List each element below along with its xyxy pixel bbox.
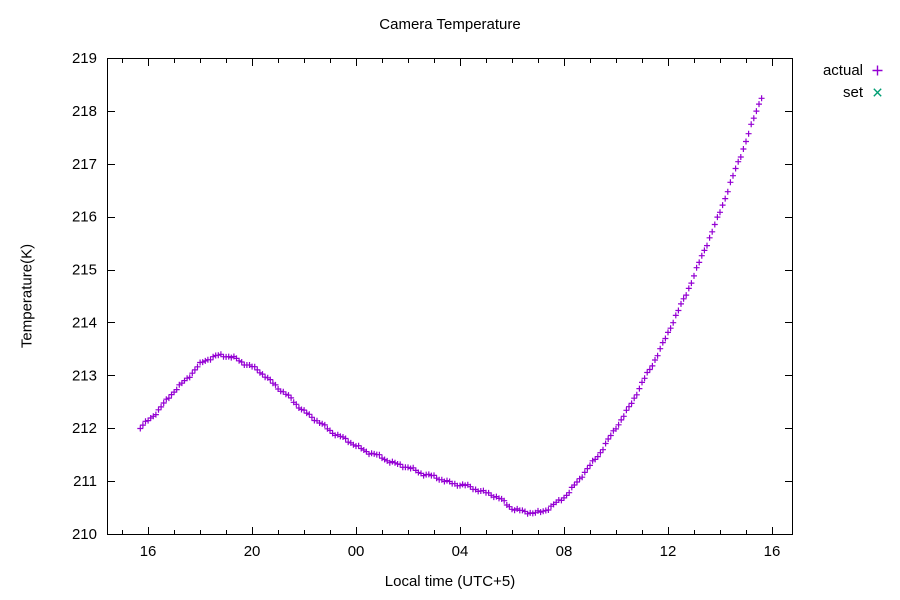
plus-marker-icon (872, 65, 883, 76)
y-tick-label: 212 (72, 420, 97, 437)
legend-item-actual: actual (823, 62, 884, 79)
x-tick-label: 04 (452, 543, 469, 560)
y-tick-label: 211 (73, 473, 97, 490)
x-tick-label: 20 (244, 543, 261, 560)
legend-label-actual: actual (822, 62, 863, 79)
axis-ticks (108, 58, 792, 535)
x-marker-icon (873, 88, 882, 97)
actual-series (137, 95, 765, 517)
plot-border (107, 58, 793, 535)
legend-label-set: set (842, 84, 863, 101)
legend: actual set (823, 62, 884, 101)
y-tick-label: 216 (72, 209, 97, 226)
y-tick-label: 210 (72, 526, 97, 543)
x-tick-label: 16 (764, 543, 781, 560)
x-tick-label: 12 (660, 543, 677, 560)
legend-item-set: set (843, 84, 884, 101)
y-tick-label: 215 (72, 262, 97, 279)
x-axis-title: Local time (UTC+5) (384, 573, 516, 590)
y-tick-label: 219 (72, 50, 97, 67)
y-tick-label: 217 (72, 156, 97, 173)
x-tick-label: 08 (556, 543, 573, 560)
x-tick-label: 16 (140, 543, 157, 560)
y-tick-label: 213 (72, 367, 97, 384)
y-tick-label: 214 (72, 314, 97, 331)
x-tick-label: 00 (348, 543, 365, 560)
y-tick-label: 218 (72, 103, 97, 120)
chart-title: Camera Temperature (379, 16, 521, 33)
